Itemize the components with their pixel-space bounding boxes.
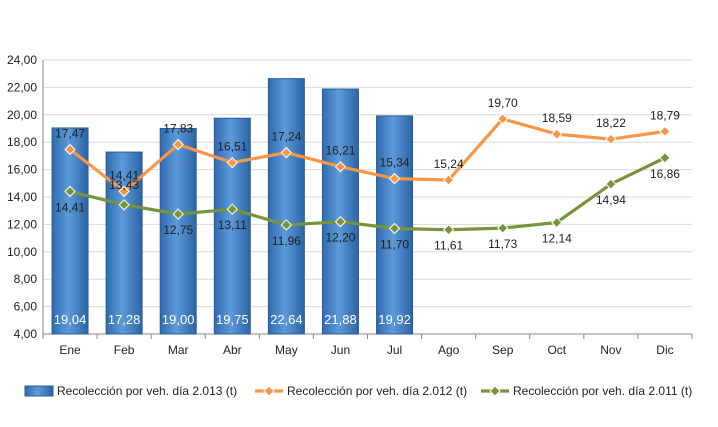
series-point — [551, 128, 563, 140]
series-point — [172, 138, 184, 151]
point-value-label: 18,22 — [596, 116, 626, 130]
x-tick-label: Oct — [547, 343, 566, 357]
y-tick-label: 4,00 — [14, 327, 38, 341]
bar — [51, 127, 89, 335]
bar-value-label: 19,04 — [54, 312, 87, 327]
bar — [267, 78, 305, 335]
point-value-label: 12,75 — [163, 223, 193, 237]
point-value-label: 12,14 — [542, 231, 572, 245]
x-axis: Ene Feb Mar Abr May Jun Jul Ago Sep Oct Nov Dic — [42, 333, 693, 357]
bar-value-label: 19,00 — [162, 312, 195, 327]
point-value-label: 14,41 — [109, 168, 139, 182]
point-value-label: 16,21 — [325, 144, 355, 158]
series-point — [442, 224, 455, 236]
x-tick-label: Abr — [223, 343, 242, 357]
point-value-label: 17,83 — [163, 122, 193, 136]
point-value-label: 19,70 — [488, 96, 518, 110]
point-value-label: 17,24 — [271, 130, 301, 144]
x-tick-label: Ago — [438, 343, 460, 357]
series-point — [334, 215, 347, 228]
point-value-label: 13,43 — [109, 178, 139, 192]
series-point — [388, 172, 401, 185]
point-value-label: 17,47 — [55, 126, 85, 140]
series-line — [69, 156, 666, 232]
point-value-label: 15,34 — [380, 156, 410, 170]
point-value-label: 15,24 — [434, 157, 464, 171]
x-tick-label: Ene — [59, 343, 81, 357]
x-tick-label: Jul — [387, 343, 402, 357]
series-point — [226, 156, 238, 169]
series-point — [280, 146, 293, 159]
data-labels: 19,04 17,28 19,00 19,75 22,64 21,88 19,92 17,47… — [54, 96, 681, 327]
bar-value-label: 21,88 — [324, 312, 357, 327]
point-value-label: 14,41 — [55, 200, 85, 214]
point-value-label: 18,59 — [542, 111, 572, 125]
bar-value-label: 22,64 — [270, 312, 303, 327]
x-tick-label: Jun — [331, 343, 350, 357]
series-point — [118, 199, 130, 211]
series-point — [605, 178, 617, 190]
bar — [321, 88, 359, 335]
series-point — [497, 222, 509, 234]
y-tick-label: 10,00 — [7, 245, 37, 259]
y-tick-label: 18,00 — [7, 135, 37, 149]
series-point — [659, 152, 671, 164]
point-value-label: 11,70 — [380, 238, 409, 252]
bar-value-label: 19,92 — [378, 312, 411, 327]
series-line — [69, 117, 666, 193]
y-axis: 4,00 6,00 8,00 10,00 12,00 14,00 16,00 18,00 20,… — [7, 53, 44, 341]
y-tick-label: 14,00 — [7, 190, 37, 204]
bar-value-label: 17,28 — [108, 312, 141, 327]
legend-label: Recolección por veh. día 2.013 (t) — [57, 384, 237, 398]
point-value-label: 12,20 — [325, 231, 355, 245]
legend: Recolección por veh. día 2.013 (t) Recole… — [24, 384, 692, 398]
y-tick-label: 8,00 — [14, 272, 38, 286]
point-value-label: 16,51 — [217, 140, 247, 154]
series-point — [118, 185, 130, 198]
series-point — [226, 203, 238, 215]
series-point — [280, 219, 293, 231]
series-point — [442, 174, 455, 186]
bar — [213, 117, 251, 335]
point-value-label: 14,94 — [596, 193, 626, 207]
y-tick-label: 22,00 — [7, 80, 37, 94]
series-point — [605, 133, 617, 145]
legend-swatch — [24, 385, 54, 397]
y-tick-label: 12,00 — [7, 217, 37, 231]
bar — [159, 128, 197, 335]
bar-value-label: 19,75 — [216, 312, 249, 327]
legend-label: Recolección por veh. día 2.011 (t) — [513, 384, 692, 398]
y-tick-label: 20,00 — [7, 108, 37, 122]
x-tick-label: May — [275, 343, 298, 357]
legend-marker — [489, 385, 501, 397]
point-value-label: 11,96 — [272, 234, 301, 248]
legend-label: Recolección por veh. día 2.012 (t) — [287, 384, 467, 398]
series-point — [497, 113, 509, 125]
point-value-label: 16,86 — [650, 167, 680, 181]
series-point — [388, 222, 401, 235]
line-series — [64, 113, 671, 236]
y-tick-label: 24,00 — [7, 53, 37, 67]
point-value-label: 18,79 — [650, 108, 680, 122]
x-tick-label: Mar — [168, 343, 189, 357]
y-tick-label: 16,00 — [7, 163, 37, 177]
x-tick-label: Nov — [600, 343, 621, 357]
series-point — [172, 208, 184, 220]
series-point — [64, 185, 76, 198]
series-point — [334, 161, 347, 173]
series-point — [551, 216, 563, 229]
point-value-label: 13,11 — [218, 218, 247, 232]
x-tick-label: Feb — [114, 343, 135, 357]
x-tick-label: Dic — [656, 343, 673, 357]
x-tick-label: Sep — [492, 343, 514, 357]
point-value-label: 11,61 — [434, 239, 463, 253]
series-point — [659, 125, 671, 138]
legend-marker — [263, 385, 275, 397]
point-value-label: 11,73 — [488, 237, 517, 251]
y-tick-label: 6,00 — [14, 300, 38, 314]
series-point — [64, 143, 76, 156]
